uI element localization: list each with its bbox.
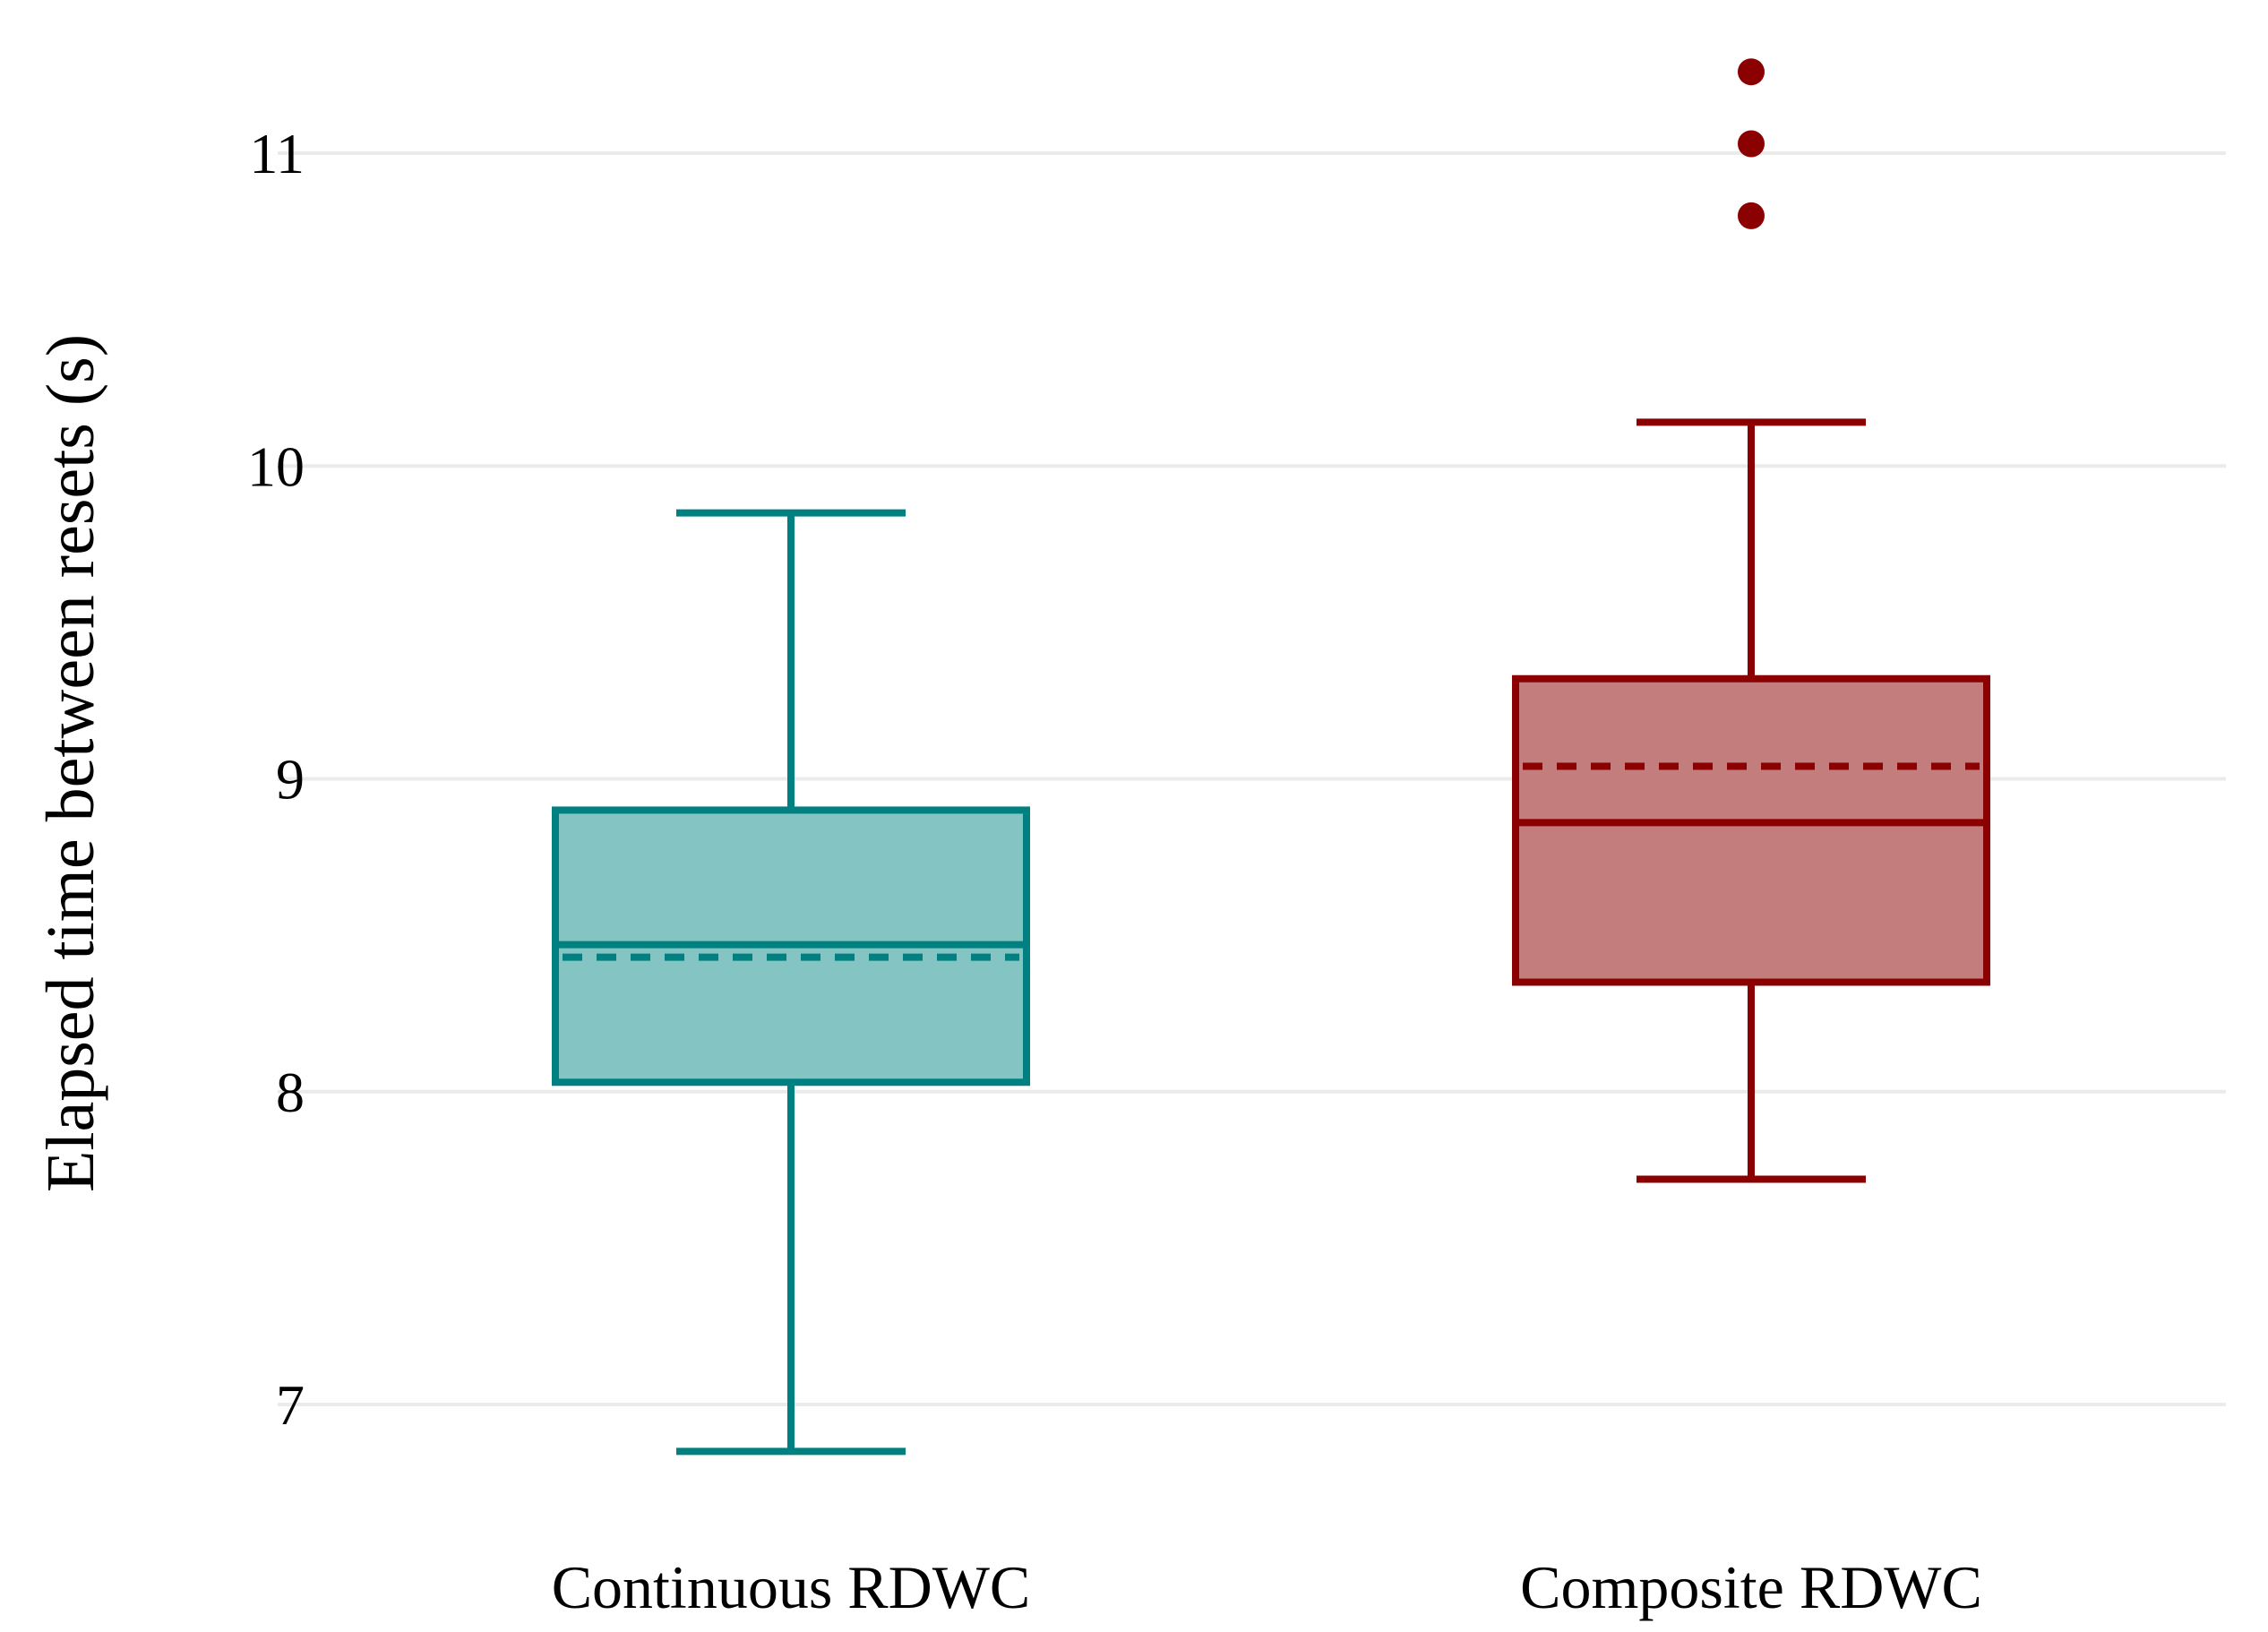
y-tick-label: 8 [276,1061,305,1124]
boxes [552,58,1990,1456]
outlier-point [1738,202,1765,229]
y-axis-ticks: 7 8 9 10 11 [247,122,305,1437]
y-tick-label: 11 [249,122,305,185]
outlier-point [1738,130,1765,158]
y-tick-label: 7 [276,1373,305,1437]
y-axis-title: Elapsed time between resets (s) [33,334,108,1192]
x-category-label: Continuous RDWC [552,1553,1031,1621]
x-axis-category-labels: Continuous RDWC Composite RDWC [552,1553,1982,1621]
x-category-label: Composite RDWC [1520,1553,1982,1621]
y-tick-label: 9 [276,748,305,812]
outlier-point [1738,58,1765,86]
gridlines [278,151,2226,1406]
iqr-box [1512,674,1990,986]
box-2 [1512,58,1990,1183]
y-tick-label: 10 [247,434,305,498]
box-1 [552,509,1030,1456]
